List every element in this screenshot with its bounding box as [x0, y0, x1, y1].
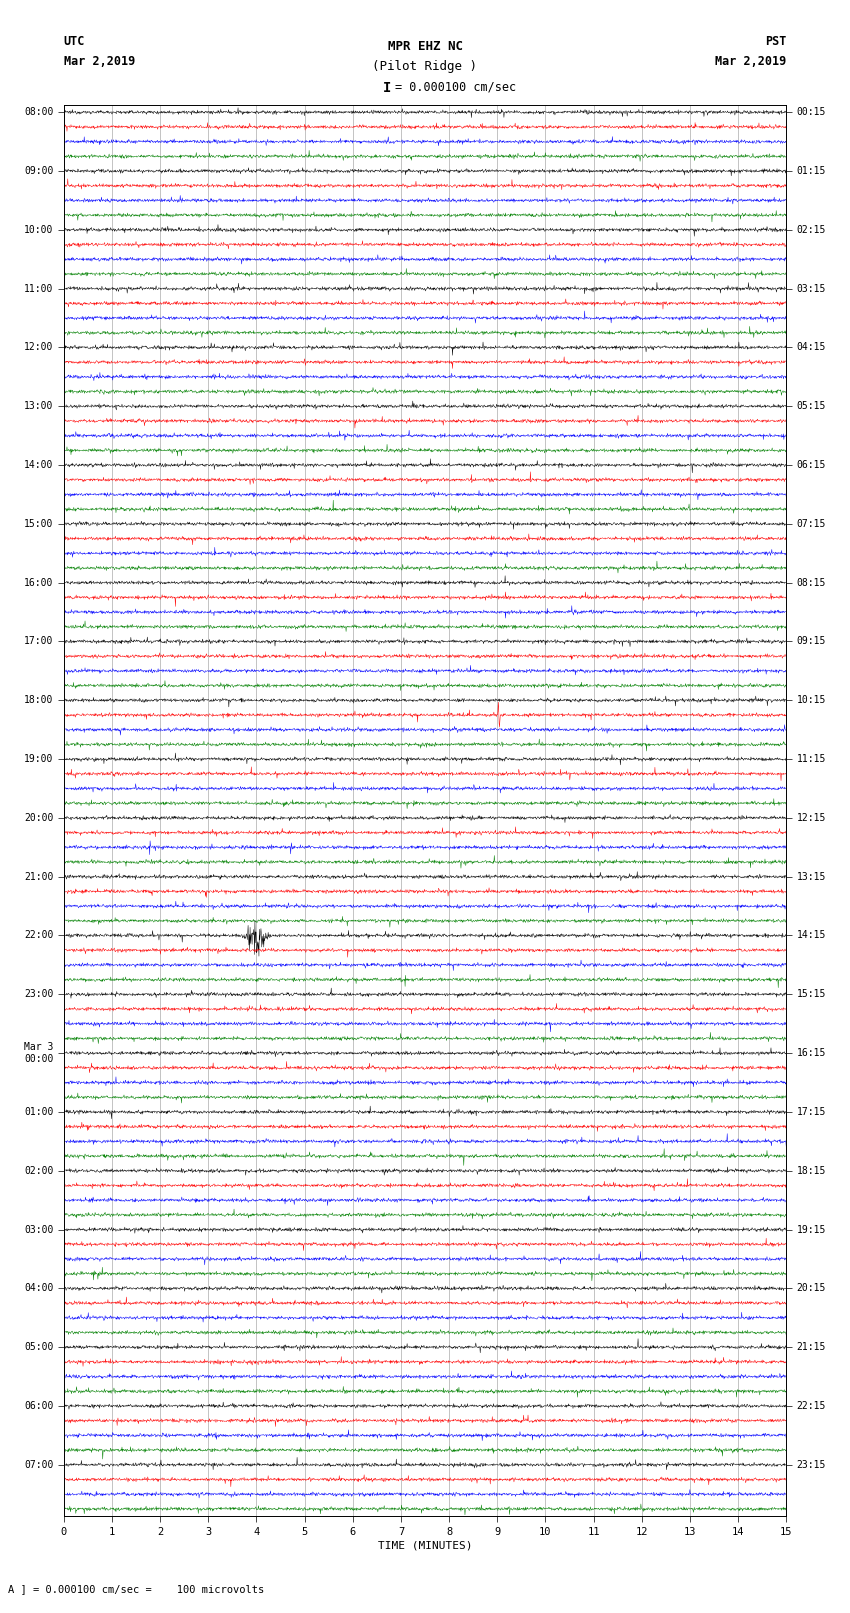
Text: Mar 2,2019: Mar 2,2019 [64, 55, 135, 68]
Text: A ] = 0.000100 cm/sec =    100 microvolts: A ] = 0.000100 cm/sec = 100 microvolts [8, 1584, 264, 1594]
Text: I: I [382, 81, 391, 95]
Text: = 0.000100 cm/sec: = 0.000100 cm/sec [395, 81, 516, 94]
Text: Mar 2,2019: Mar 2,2019 [715, 55, 786, 68]
Text: MPR EHZ NC: MPR EHZ NC [388, 40, 462, 53]
Text: UTC: UTC [64, 35, 85, 48]
Text: PST: PST [765, 35, 786, 48]
Text: (Pilot Ridge ): (Pilot Ridge ) [372, 60, 478, 73]
X-axis label: TIME (MINUTES): TIME (MINUTES) [377, 1540, 473, 1550]
